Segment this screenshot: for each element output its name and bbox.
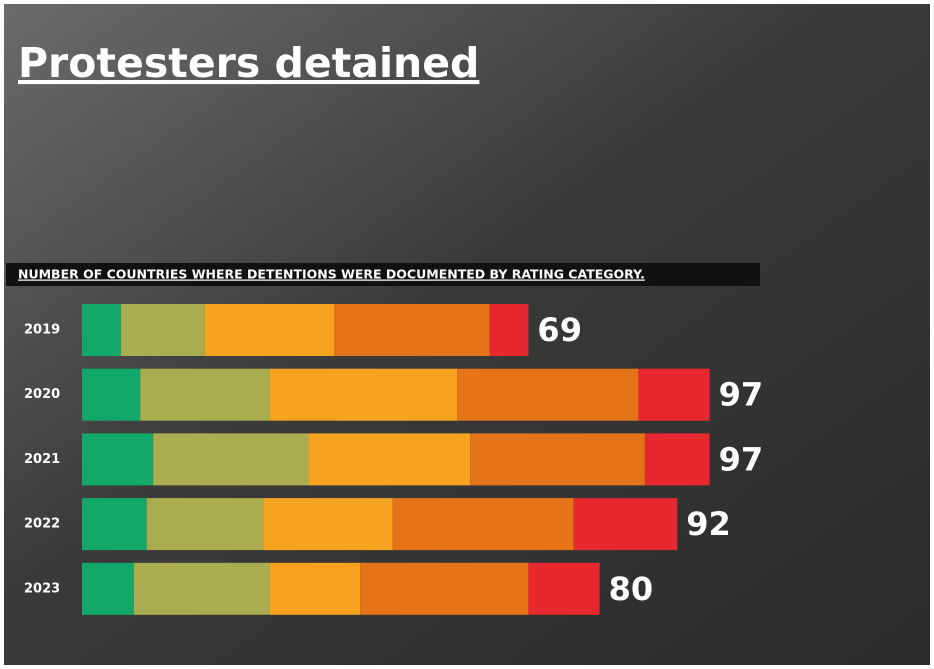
bar-segment: [82, 498, 147, 550]
bar-segment: [205, 304, 334, 356]
bar-segment: [82, 563, 134, 615]
bar-segment: [82, 369, 140, 421]
bar-segment: [490, 304, 529, 356]
total-label: 69: [537, 311, 582, 349]
page: {"chart_data": { "type": "stacked-bar-ho…: [0, 0, 934, 669]
year-label: 2020: [24, 387, 60, 402]
bar-segment: [470, 433, 645, 485]
total-label: 97: [719, 376, 764, 414]
bar-segment: [121, 304, 205, 356]
year-label: 2019: [24, 323, 60, 338]
bar-segment: [263, 498, 392, 550]
total-label: 92: [686, 505, 731, 543]
total-label: 97: [719, 440, 764, 478]
year-label: 2022: [24, 517, 60, 532]
bar-segment: [270, 369, 458, 421]
bar-segment: [134, 563, 270, 615]
bar-segment: [645, 433, 710, 485]
chart-title: Protesters detained: [18, 39, 479, 87]
year-label: 2023: [24, 581, 60, 596]
bar-segment: [153, 433, 308, 485]
year-label: 2021: [24, 452, 60, 467]
bar-segment: [82, 304, 121, 356]
bar-segment: [393, 498, 574, 550]
chart-subtitle: NUMBER OF COUNTRIES WHERE DETENTIONS WER…: [18, 267, 645, 282]
bar-segment: [638, 369, 709, 421]
bar-segment: [457, 369, 638, 421]
bar-segment: [528, 563, 599, 615]
total-label: 80: [609, 570, 654, 608]
bar-segment: [147, 498, 263, 550]
bar-segment: [270, 563, 361, 615]
bar-segment: [360, 563, 528, 615]
bar-segment: [308, 433, 470, 485]
bar-segment: [140, 369, 269, 421]
bar-segment: [334, 304, 489, 356]
bar-segment: [82, 433, 153, 485]
bar-segment: [574, 498, 678, 550]
infographic: Protesters detained NUMBER OF COUNTRIES …: [0, 0, 934, 669]
